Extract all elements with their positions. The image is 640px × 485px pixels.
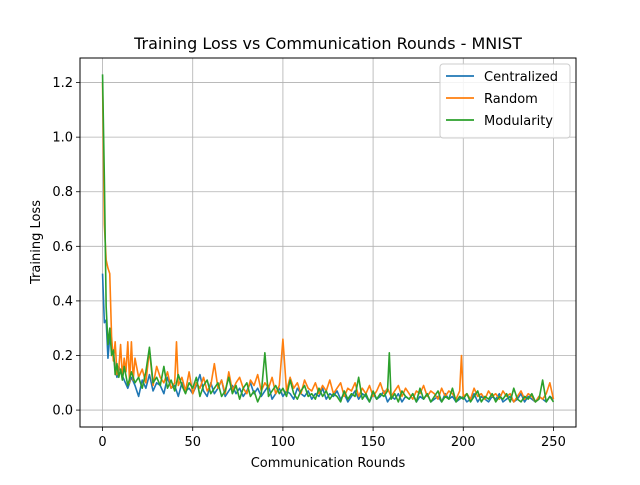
y-tick-label: 1.2 [52,76,73,91]
legend-label-modularity: Modularity [484,114,553,129]
x-tick-label: 200 [451,435,476,450]
x-tick-label: 100 [270,435,295,450]
legend-label-random: Random [484,92,538,107]
series-line-modularity [101,74,555,403]
x-tick-label: 150 [361,435,386,450]
grid [80,58,576,427]
y-tick-label: 0.0 [52,404,73,419]
y-axis-label: Training Loss [29,200,44,285]
plot-frame [79,57,577,428]
legend: Centralized Random Modularity [439,63,571,139]
y-tick-label: 0.4 [52,294,73,309]
y-tick-label: 0.6 [52,240,73,255]
chart-title: Training Loss vs Communication Rounds - … [133,34,522,53]
legend-label-centralized: Centralized [484,70,558,85]
y-tick-label: 1.0 [52,131,73,146]
x-tick-label: 250 [541,435,566,450]
y-tick-label: 0.2 [52,349,73,364]
series-lines [101,74,555,403]
x-tick-label: 0 [98,435,106,450]
x-tick-label: 50 [184,435,201,450]
axis-ticks: 0 50 100 150 200 250 0.0 0.2 0.4 0.6 0.8 1.0 1.2 [52,76,566,450]
series-line-centralized [101,273,554,403]
y-tick-label: 0.8 [52,185,73,200]
x-axis-label: Communication Rounds [251,456,406,471]
